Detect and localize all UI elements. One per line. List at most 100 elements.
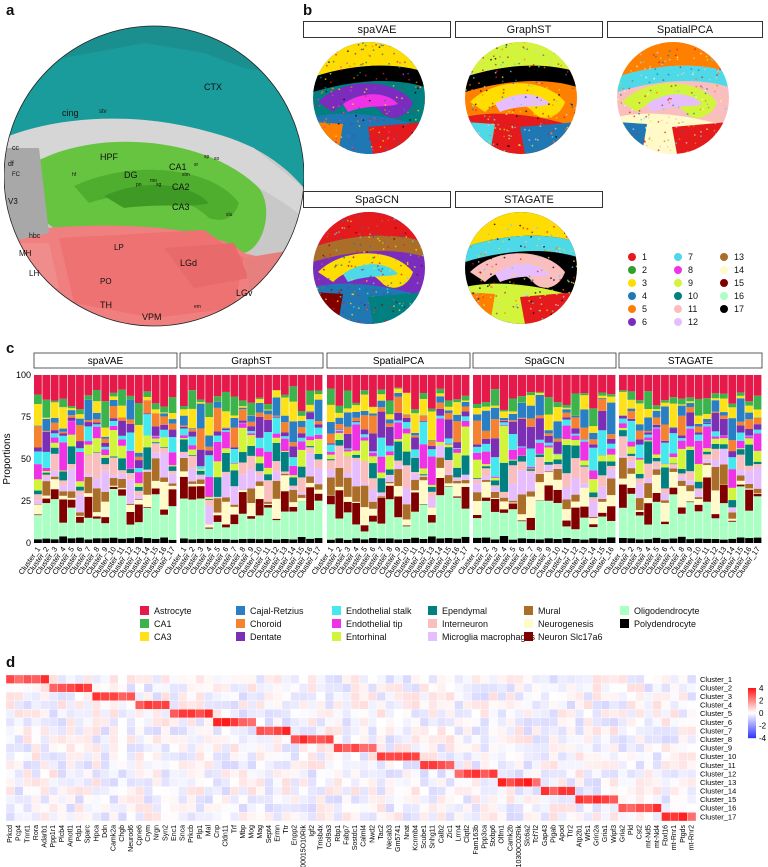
bar-segment [369,463,377,479]
heatmap-cell [626,734,636,744]
bar-segment [168,465,177,467]
heatmap-cell [273,700,283,710]
bar-segment [272,390,281,398]
heatmap-cell [299,674,309,684]
bar-segment [84,422,93,427]
heatmap-cell [462,726,472,736]
heatmap-cell [618,812,628,822]
heatmap-cell [531,717,541,727]
heatmap-cell [575,786,585,796]
heatmap-cell [609,700,619,710]
bar-segment [238,489,247,493]
heatmap-cell [48,717,58,727]
gene-label: Slc6a2 [525,825,532,847]
heatmap-cell [480,769,490,779]
bar-segment [736,440,745,449]
bar-segment [607,434,616,439]
heatmap-cell [307,743,317,753]
heatmap-cell [600,760,610,770]
bar-segment [571,478,580,495]
heatmap-cell [83,769,93,779]
bar-segment [562,419,571,426]
heatmap-cell [687,674,697,684]
bar-segment [753,395,762,410]
heatmap-cell [437,726,447,736]
heatmap-cell [592,786,602,796]
bar-segment [335,538,344,543]
bar-segment [101,401,110,428]
bar-segment [508,500,518,503]
gene-label: Camk2b [507,825,514,851]
legend-swatch [236,632,245,641]
heatmap-cell [5,752,15,762]
heatmap-cell [652,777,662,787]
heatmap-cell [661,700,671,710]
heatmap-cell [247,760,257,770]
heatmap-cell [359,752,369,762]
heatmap-cell [368,743,378,753]
facet-title: SpaGCN [524,356,564,367]
gene-label: Gm5741 [395,825,402,852]
heatmap-cell [635,769,645,779]
bar-segment [677,435,686,439]
bar-segment [619,537,627,543]
bar-segment [92,424,101,427]
heatmap-cell [74,795,84,804]
bar-segment [598,395,607,399]
heatmap-cell [661,760,671,770]
gene-label: Ddn [102,825,109,838]
heatmap-cell [212,709,222,719]
bar-segment [306,476,314,483]
heatmap-cell [437,700,447,710]
bar-segment [508,459,518,461]
cluster-legend-item: 10 [674,290,698,302]
bar-segment [247,421,256,427]
bar-segment [402,375,411,393]
bar-segment [151,403,160,410]
bar-segment [453,467,461,478]
label-po-thal: PO [100,277,112,286]
heatmap-cell [299,692,309,701]
bar-segment [686,375,695,398]
heatmap-cell [368,674,378,684]
heatmap-cell [488,734,498,744]
heatmap-cell [143,717,153,727]
bar-segment [490,498,500,512]
bar-segment [598,399,607,411]
heatmap-cell [264,777,274,787]
bar-segment [436,396,445,403]
heatmap-cell [566,795,576,804]
bar-segment [255,456,264,464]
heatmap-cell [100,769,110,779]
heatmap-cell [393,683,403,693]
bar-segment [238,423,247,428]
bar-segment [205,524,214,528]
label-hpf: HPF [100,152,119,162]
bar-segment [553,402,562,408]
bar-segment [753,493,762,497]
stacked-bar-chart: Proportions0255075100spaVAECluster_1Clus… [2,352,763,580]
heatmap-cell [471,743,481,753]
heatmap-cell [169,726,179,736]
bar-segment [589,470,598,480]
heatmap-cell [661,769,671,779]
heatmap-cell [445,743,455,753]
cell-type-legend-item: Dentate [236,631,282,642]
heatmap-cell [419,683,429,693]
heatmap-cell [74,674,84,684]
heatmap-cell [393,769,403,779]
heatmap-cell [92,692,102,701]
bar-segment [652,417,661,425]
bar-segment [677,473,686,477]
heatmap-cell [273,777,283,787]
bar-segment [652,409,661,411]
heatmap-cell [342,803,352,813]
bar-segment [255,485,264,500]
bar-segment [589,408,598,427]
heatmap-cell [626,777,636,787]
bar-segment [517,375,527,397]
heatmap-cell [557,709,567,719]
bar-segment [753,409,762,418]
bar-segment [180,375,188,407]
heatmap-cell [186,726,196,736]
